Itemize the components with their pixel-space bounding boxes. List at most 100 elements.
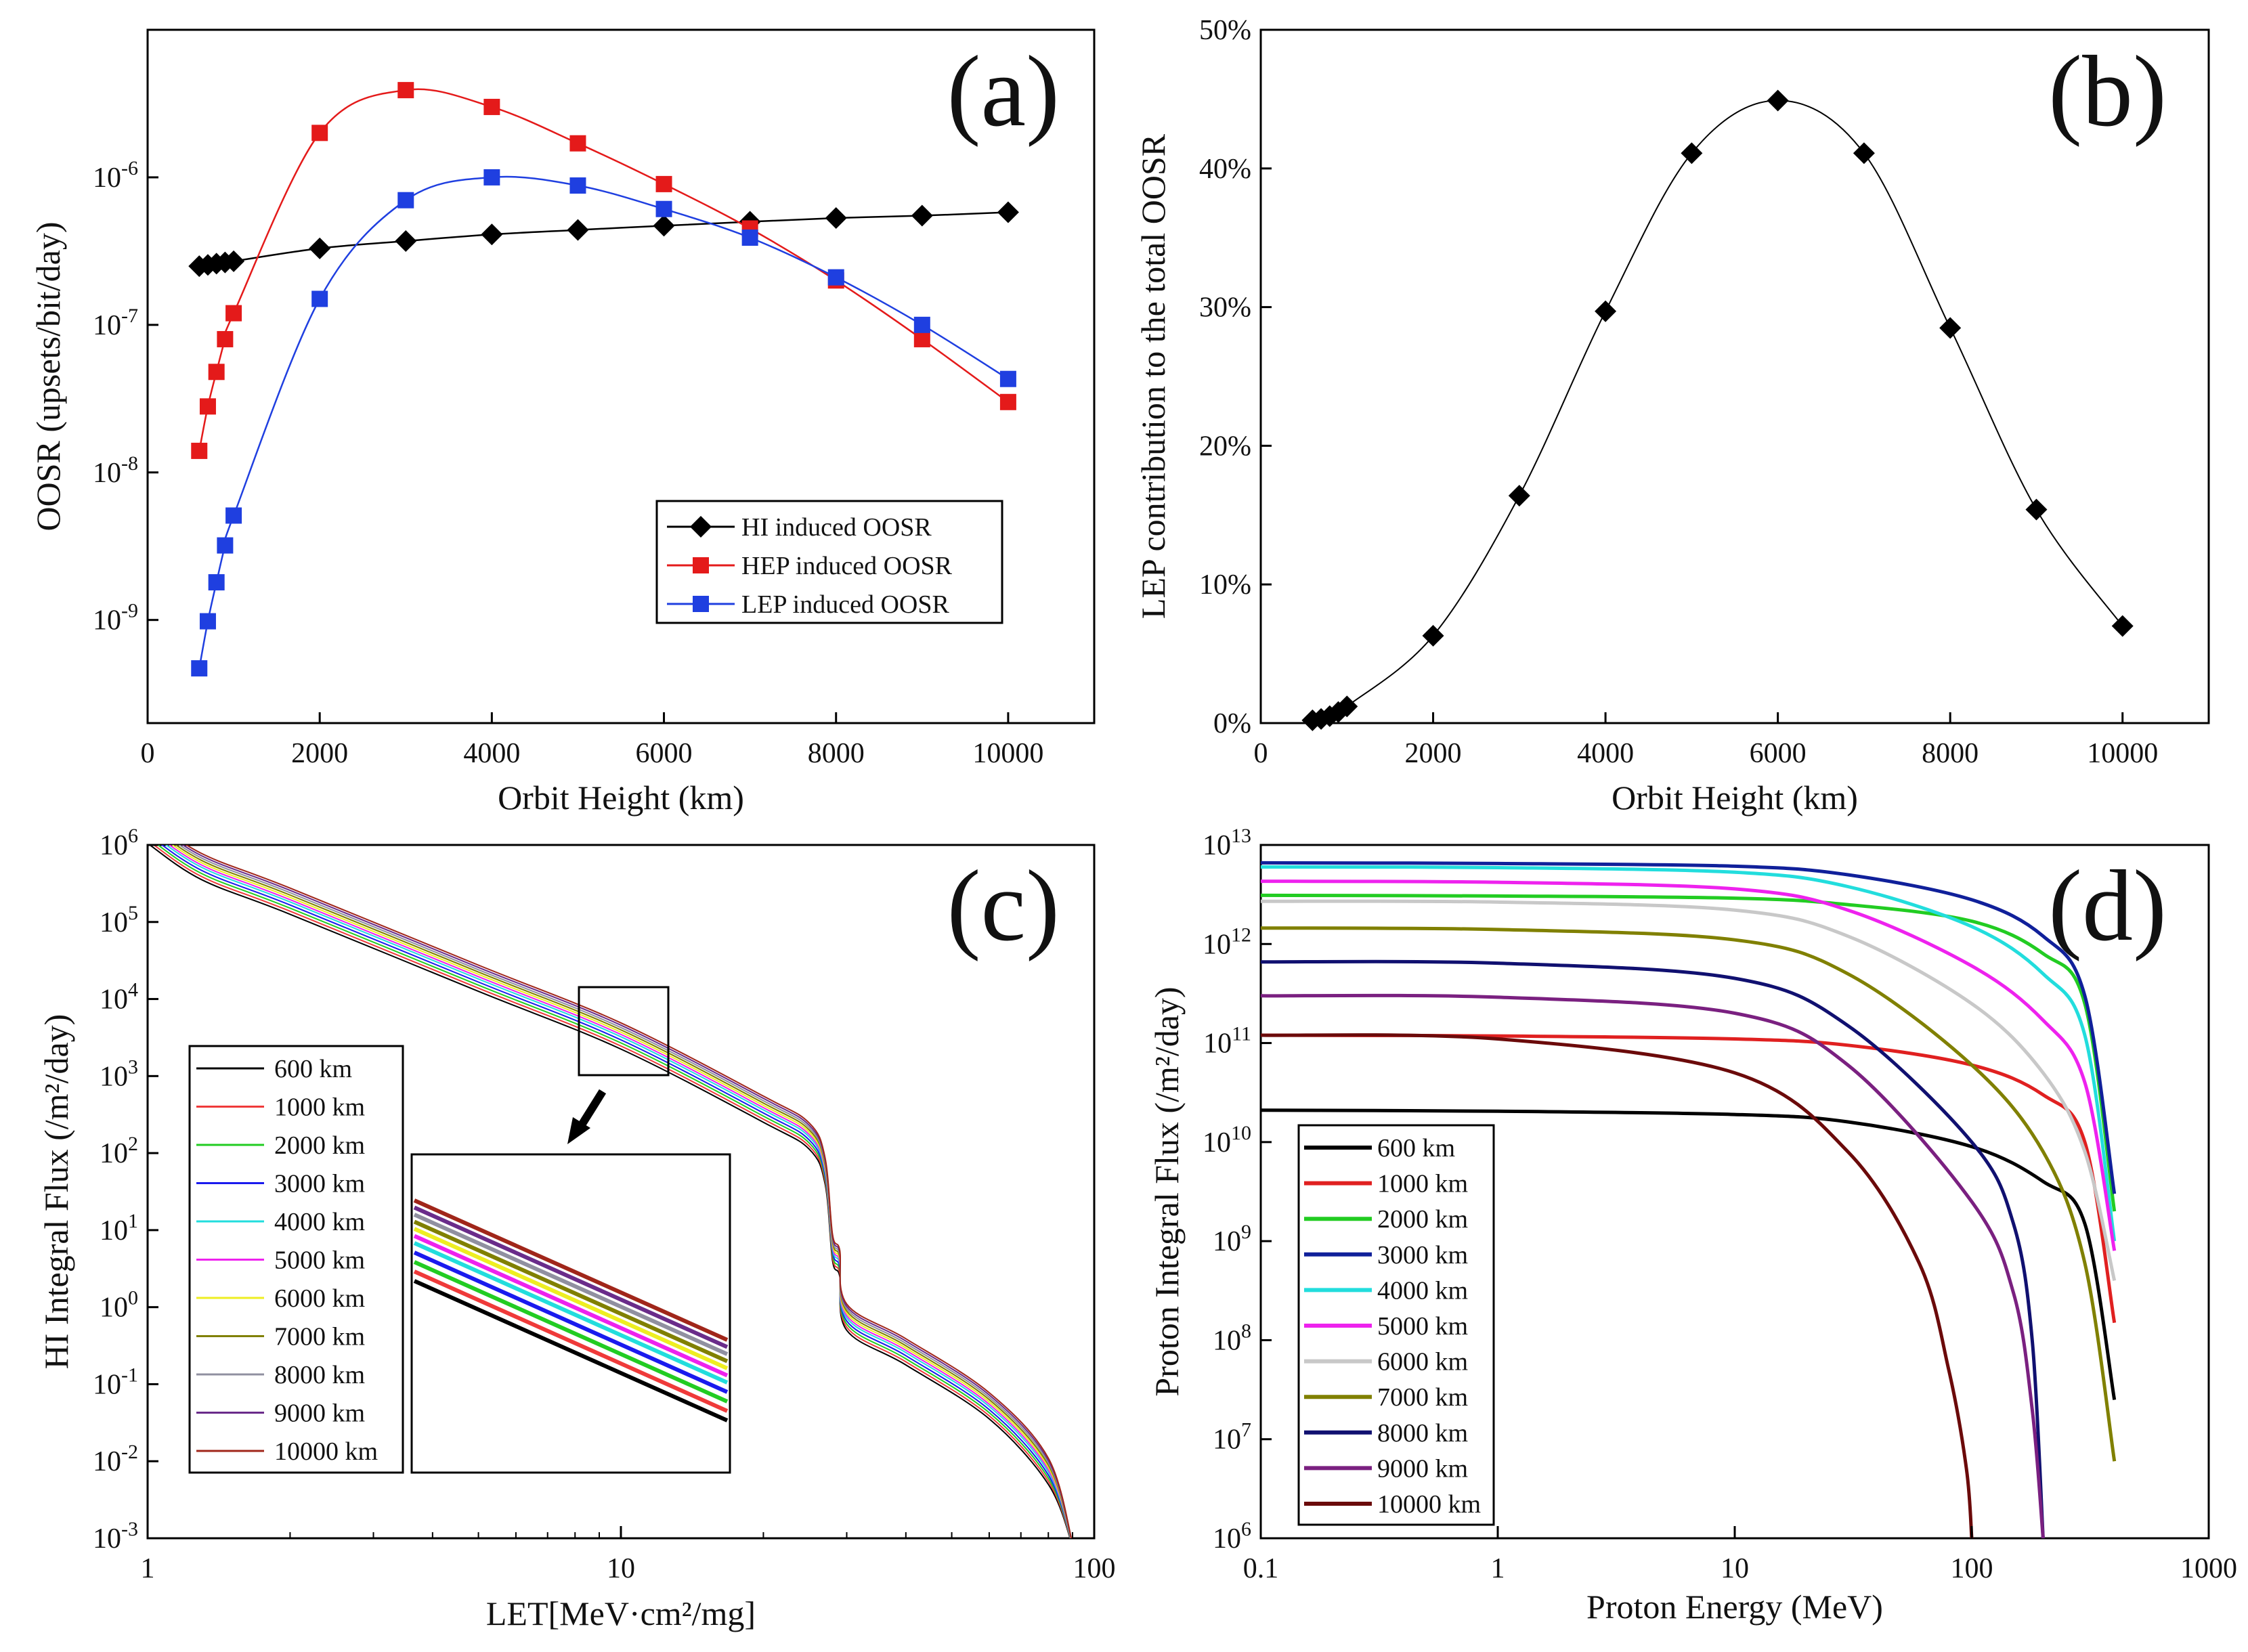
- legend-label: HI induced OOSR: [741, 513, 932, 542]
- data-point: [997, 201, 1019, 223]
- legend-label: 2000 km: [274, 1131, 365, 1160]
- y-tick-label: 102: [100, 1133, 138, 1169]
- x-tick-label: 0: [1254, 738, 1268, 769]
- data-point: [311, 125, 328, 142]
- inset-lines: [413, 1198, 729, 1422]
- series-line: [1261, 893, 2117, 1212]
- data-point: [1853, 142, 1875, 165]
- x-tick-label: 0.1: [1243, 1553, 1279, 1584]
- legend-label: 600 km: [1377, 1134, 1455, 1162]
- inset-line: [413, 1213, 729, 1356]
- series-line: [1261, 861, 2117, 1194]
- panel-d: 0.1 1 10 100 1000 106 107 108 109 1010 1011 1012 101…: [1148, 825, 2237, 1626]
- x-tick-label: 0: [141, 738, 155, 769]
- data-point: [2025, 498, 2048, 521]
- panel-a-ylabel: OOSR (upsets/bit/day): [29, 222, 67, 531]
- x-tick-label: 8000: [808, 738, 865, 769]
- inset-line: [413, 1279, 729, 1422]
- y-tick-label: 30%: [1199, 292, 1251, 324]
- panel-a-frame: [146, 28, 1096, 724]
- series-line: [175, 845, 1072, 1538]
- legend-label: 10000 km: [274, 1437, 378, 1466]
- panel-b-frame: [1259, 28, 2210, 724]
- legend-label: 8000 km: [274, 1361, 365, 1389]
- panel-b-label: (b): [2048, 35, 2167, 148]
- data-point: [483, 169, 500, 186]
- series-line: [152, 845, 1071, 1538]
- legend-label: 6000 km: [1377, 1348, 1468, 1376]
- data-point: [827, 269, 844, 286]
- data-point: [225, 507, 242, 524]
- series-line: [1261, 1033, 2117, 1324]
- data-point: [1767, 89, 1789, 112]
- data-point: [653, 215, 675, 237]
- panel-c-legend: 600 km 1000 km 2000 km 3000 km 4000 km 5000 k…: [188, 1045, 404, 1474]
- zoom-box: [578, 986, 670, 1077]
- data-point: [217, 330, 234, 347]
- x-tick-label: 2000: [1405, 738, 1462, 769]
- series-line: [160, 845, 1072, 1538]
- series-line: [1261, 926, 2117, 1462]
- inset-line: [413, 1241, 729, 1385]
- series-line: [1261, 899, 2117, 1281]
- series-line: [168, 845, 1072, 1538]
- legend-label: 7000 km: [1377, 1383, 1468, 1412]
- panel-c: 1 10 10010-310-210-1100101102103104105106 …: [37, 825, 1116, 1632]
- legend-label: 9000 km: [274, 1399, 365, 1428]
- x-tick-label: 100: [1073, 1553, 1116, 1584]
- data-point: [913, 330, 930, 347]
- x-tick-label: 10000: [972, 738, 1043, 769]
- x-tick-label: 4000: [463, 738, 520, 769]
- series-line: [185, 845, 1073, 1538]
- panel-c-label: (c): [947, 850, 1060, 962]
- legend-box: [655, 500, 1003, 624]
- series-line: [1261, 1033, 1974, 1538]
- x-tick-label: 8000: [1922, 738, 1979, 769]
- x-tick-label: 6000: [1750, 738, 1807, 769]
- series-line: [178, 845, 1072, 1538]
- panel-d-ylabel: Proton Integral Flux (/m²/day): [1148, 986, 1186, 1396]
- data-point: [397, 192, 414, 209]
- panel-a-legend: HI induced OOSR HEP induced OOSR LEP induc…: [655, 500, 1003, 624]
- legend-label: 9000 km: [1377, 1454, 1468, 1483]
- data-point: [481, 223, 503, 246]
- data-point: [395, 230, 417, 253]
- data-point: [199, 613, 216, 630]
- legend-marker: [693, 596, 709, 612]
- data-point: [217, 537, 234, 554]
- panel-c-ylabel: HI Integral Flux (/m²/day): [37, 1014, 75, 1370]
- x-tick-label: 100: [1951, 1553, 1993, 1584]
- series-line: [1261, 865, 2117, 1242]
- legend-label: 3000 km: [274, 1170, 365, 1198]
- legend-label: 7000 km: [274, 1323, 365, 1351]
- data-point: [569, 135, 586, 152]
- data-point: [999, 393, 1016, 410]
- series-line: [171, 845, 1072, 1538]
- data-point: [913, 316, 930, 333]
- data-point: [655, 175, 672, 192]
- series-line: [1261, 1108, 2117, 1400]
- series-line: [198, 88, 1009, 452]
- legend-marker: [690, 516, 712, 538]
- data-point: [225, 305, 242, 322]
- x-tick-label: 10000: [2087, 738, 2158, 769]
- inset-line: [413, 1198, 729, 1342]
- y-tick-label: 100: [100, 1287, 138, 1324]
- y-tick-label: 10-7: [93, 305, 138, 341]
- y-tick-label: 106: [100, 825, 138, 861]
- legend-label: 3000 km: [1377, 1241, 1468, 1269]
- data-point: [483, 98, 500, 115]
- y-tick-label: 0%: [1213, 708, 1251, 739]
- panel-a-xlabel: Orbit Height (km): [498, 779, 744, 817]
- y-tick-label: 1012: [1203, 923, 1251, 960]
- data-point: [567, 219, 589, 241]
- data-point: [191, 442, 208, 459]
- y-tick-label: 101: [100, 1210, 138, 1246]
- x-tick-label: 1: [1491, 1553, 1505, 1584]
- y-tick-label: 10-2: [93, 1441, 138, 1477]
- data-point: [199, 398, 216, 415]
- legend-label: 6000 km: [274, 1284, 365, 1313]
- x-tick-label: 1000: [2180, 1553, 2237, 1584]
- y-tick-label: 50%: [1199, 15, 1251, 46]
- data-point: [2111, 615, 2134, 637]
